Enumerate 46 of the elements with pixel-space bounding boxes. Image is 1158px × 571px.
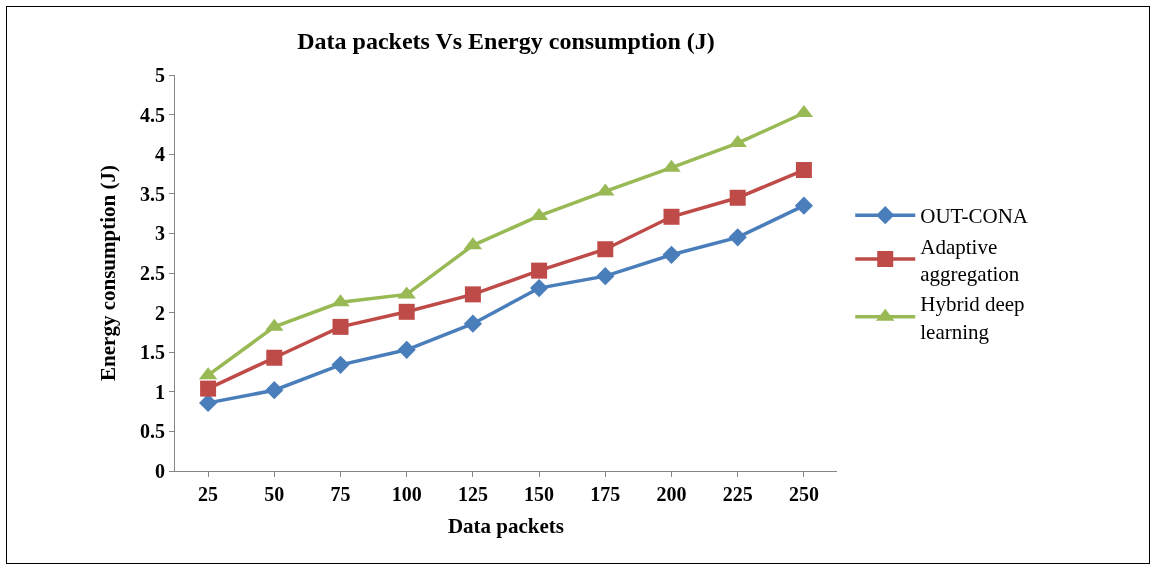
- y-tick-label: 1.5: [140, 341, 165, 364]
- x-tick-label: 150: [524, 483, 555, 505]
- point: [662, 245, 681, 264]
- x-tick-label: 125: [457, 483, 488, 505]
- y-tick-label: 1: [155, 380, 165, 403]
- point: [795, 162, 812, 179]
- point: [265, 381, 284, 400]
- point: [531, 262, 548, 279]
- x-tick-label: 25: [198, 483, 219, 505]
- y-tick-label: 3: [155, 222, 165, 245]
- point: [331, 355, 350, 374]
- point: [663, 208, 680, 225]
- x-tick-label: 50: [264, 483, 285, 505]
- y-axis-title: Energy consumption (J): [96, 165, 121, 381]
- point: [200, 380, 217, 397]
- x-tick-label: 75: [330, 483, 351, 505]
- point: [729, 189, 746, 206]
- point: [597, 241, 614, 258]
- legend-label: Adaptive aggregation: [920, 234, 1020, 286]
- x-tick-label: 200: [656, 483, 687, 505]
- y-tick-label: 4: [155, 143, 165, 166]
- x-tick-label: 250: [788, 483, 819, 505]
- point: [398, 303, 415, 320]
- y-tick-label: 5: [155, 64, 165, 86]
- point: [463, 314, 482, 333]
- y-tick-label: 0.5: [140, 420, 165, 443]
- legend-label: Hybrid deep learning: [920, 292, 1025, 344]
- point: [596, 267, 615, 286]
- point: [464, 286, 481, 303]
- y-tick-label: 2: [155, 301, 165, 324]
- point: [397, 340, 416, 359]
- point: [728, 228, 747, 247]
- chart-title: Data packets Vs Energy consumption (J): [297, 27, 715, 54]
- point: [266, 349, 283, 366]
- x-tick-label: 175: [590, 483, 621, 505]
- x-tick-label: 225: [722, 483, 753, 505]
- point: [530, 278, 549, 298]
- point: [794, 196, 813, 215]
- x-axis-title: Data packets: [447, 514, 565, 539]
- y-tick-label: 0: [155, 460, 165, 482]
- point: [332, 318, 349, 335]
- y-tick-label: 4.5: [140, 103, 165, 126]
- y-tick-label: 2.5: [140, 262, 165, 284]
- legend-label: OUT-CONA: [920, 204, 1029, 229]
- x-tick-label: 100: [391, 483, 422, 505]
- y-tick-label: 3.5: [140, 182, 165, 205]
